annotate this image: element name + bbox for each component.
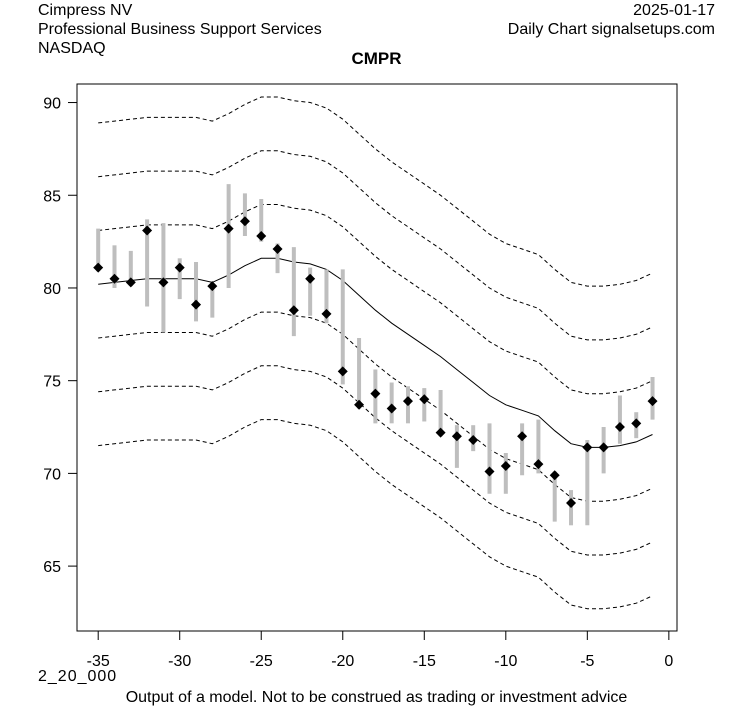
y-axis: 65 70 75 80 85 90	[43, 96, 78, 576]
close-marker	[451, 431, 462, 442]
y-tick-label: 90	[43, 96, 61, 113]
price-bars-group	[96, 184, 655, 526]
close-marker	[288, 305, 299, 316]
x-tick-label: -35	[87, 653, 110, 670]
close-marker	[158, 277, 169, 288]
y-tick-label: 70	[43, 466, 61, 483]
close-marker	[142, 225, 153, 236]
x-tick-label: -15	[413, 653, 436, 670]
model-code: 2_20_000	[38, 668, 118, 685]
band-line-0	[98, 419, 653, 610]
exchange-label: NASDAQ	[38, 40, 106, 57]
y-tick-label: 65	[43, 559, 61, 576]
y-tick-label: 85	[43, 188, 61, 205]
close-marker	[93, 262, 104, 273]
close-marker	[370, 388, 381, 399]
close-marker	[419, 394, 430, 405]
close-marker	[125, 277, 136, 288]
close-marker	[598, 442, 609, 453]
close-marker	[631, 418, 642, 429]
close-marker	[402, 396, 413, 407]
close-marker	[435, 427, 446, 438]
x-tick-label: -25	[250, 653, 273, 670]
close-marker	[239, 216, 250, 227]
band-line-3	[98, 204, 653, 395]
x-tick-label: -30	[168, 653, 191, 670]
close-marker	[614, 422, 625, 433]
close-marker	[321, 308, 332, 319]
chart-title: CMPR	[351, 49, 402, 68]
close-marker	[191, 299, 202, 310]
center-line	[98, 257, 653, 448]
close-marker	[305, 273, 316, 284]
plot-frame	[76, 83, 678, 632]
close-marker	[517, 431, 528, 442]
x-tick-label: -10	[494, 653, 517, 670]
band-line-5	[98, 96, 653, 287]
close-marker	[566, 498, 577, 509]
close-marker	[647, 396, 658, 407]
close-marker	[256, 231, 267, 242]
x-tick-label: -20	[331, 653, 354, 670]
industry-label: Professional Business Support Services	[38, 21, 322, 38]
close-marker	[484, 466, 495, 477]
close-marker	[582, 442, 593, 453]
band-line-4	[98, 150, 653, 341]
center-line-group	[98, 257, 653, 448]
disclaimer: Output of a model. Not to be construed a…	[125, 689, 628, 706]
close-marker	[533, 459, 544, 470]
bands-group	[98, 96, 653, 610]
x-axis: -35 -30 -25 -20 -15 -10 -5 0	[87, 630, 673, 670]
company-name: Cimpress NV	[38, 2, 133, 19]
close-marker	[223, 223, 234, 234]
x-tick-label: 0	[664, 653, 673, 670]
close-marker	[354, 399, 365, 410]
chart-source: Daily Chart signalsetups.com	[507, 21, 715, 38]
close-markers-group	[93, 216, 658, 509]
close-marker	[207, 281, 218, 292]
band-line-2	[98, 311, 653, 502]
close-marker	[386, 403, 397, 414]
y-tick-label: 80	[43, 281, 61, 298]
close-marker	[272, 244, 283, 255]
close-marker	[500, 460, 511, 471]
close-marker	[549, 470, 560, 481]
close-marker	[109, 273, 120, 284]
band-line-1	[98, 365, 653, 556]
x-tick-label: -5	[580, 653, 594, 670]
y-tick-label: 75	[43, 374, 61, 391]
close-marker	[337, 366, 348, 377]
chart-date: 2025-01-17	[633, 2, 715, 19]
close-marker	[174, 262, 185, 273]
close-marker	[468, 435, 479, 446]
